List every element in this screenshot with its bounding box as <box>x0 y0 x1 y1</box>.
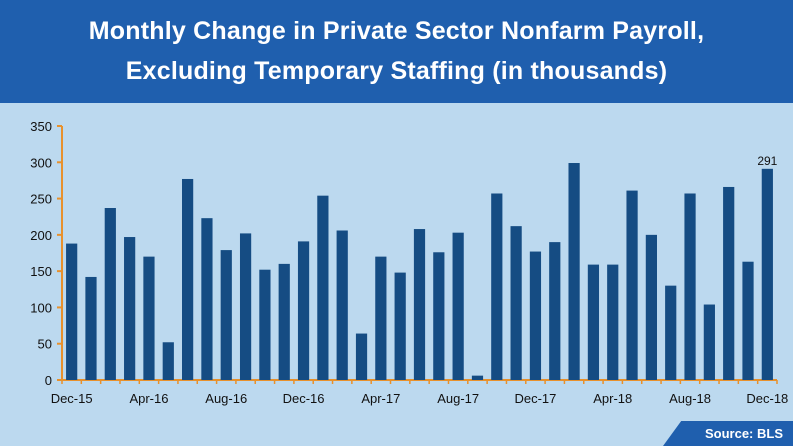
bar-feb-18 <box>568 163 580 380</box>
bar-apr-16 <box>143 256 155 380</box>
bar-jul-18 <box>665 285 677 380</box>
x-tick-label: Dec-16 <box>283 391 325 406</box>
x-tick-label: Apr-16 <box>129 391 168 406</box>
footer-band <box>0 421 793 446</box>
bar-jun-17 <box>413 229 426 380</box>
x-tick-label: Aug-18 <box>669 391 711 406</box>
bar-jun-16 <box>182 178 194 380</box>
y-tick-label: 50 <box>38 337 52 352</box>
source-label: Source: BLS <box>704 426 783 441</box>
bar-dec-16 <box>297 241 310 380</box>
bar-jan-16 <box>85 276 97 380</box>
bar-mar-16 <box>124 237 136 380</box>
data-label: 291 <box>757 154 777 168</box>
chart-title-line1: Monthly Change in Private Sector Nonfarm… <box>88 17 705 45</box>
bar-sep-17 <box>471 375 484 380</box>
bar-mar-17 <box>355 333 368 380</box>
x-tick-label: Dec-17 <box>514 391 556 406</box>
bar-mar-18 <box>587 264 600 380</box>
source-tab <box>663 421 793 446</box>
bar-jan-18 <box>549 242 561 380</box>
chart-title-line2: Excluding Temporary Staffing (in thousan… <box>125 57 668 85</box>
bar-oct-18 <box>723 186 735 380</box>
bar-jul-16 <box>201 218 213 380</box>
y-tick-label: 0 <box>45 373 52 388</box>
bar-aug-16 <box>220 250 232 380</box>
x-tick-label: Apr-17 <box>361 391 400 406</box>
x-tick-label: Dec-15 <box>51 391 93 406</box>
x-tick-label: Aug-16 <box>205 391 247 406</box>
bar-may-18 <box>626 190 638 380</box>
y-tick-label: 350 <box>30 119 52 134</box>
bar-sep-18 <box>703 304 715 380</box>
bar-feb-16 <box>104 208 116 380</box>
bar-apr-18 <box>607 264 619 380</box>
y-tick-label: 250 <box>30 192 52 207</box>
bar-nov-17 <box>510 226 522 380</box>
bar-jun-18 <box>645 234 657 380</box>
y-tick-label: 100 <box>30 300 52 315</box>
bar-may-17 <box>394 272 406 380</box>
x-tick-label: Apr-18 <box>593 391 632 406</box>
y-tick-label: 150 <box>30 264 52 279</box>
bar-feb-17 <box>336 230 348 380</box>
bar-sep-16 <box>239 233 252 380</box>
bar-aug-18 <box>684 193 696 380</box>
bar-oct-16 <box>259 269 271 380</box>
bar-nov-18 <box>742 261 754 380</box>
bar-aug-17 <box>452 232 464 380</box>
bar-apr-17 <box>375 256 387 380</box>
bar-oct-17 <box>491 193 503 380</box>
y-tick-label: 300 <box>30 155 52 170</box>
bar-dec-17 <box>529 251 542 380</box>
bar-jan-17 <box>317 195 329 380</box>
bar-jul-17 <box>433 252 445 380</box>
bar-nov-16 <box>278 263 290 380</box>
title-banner <box>0 0 793 103</box>
bar-dec-18 <box>761 168 773 380</box>
bar-may-16 <box>162 342 174 380</box>
y-tick-label: 200 <box>30 228 52 243</box>
bar-dec-15 <box>66 243 78 380</box>
x-tick-label: Aug-17 <box>437 391 479 406</box>
x-tick-label: Dec-18 <box>746 391 788 406</box>
